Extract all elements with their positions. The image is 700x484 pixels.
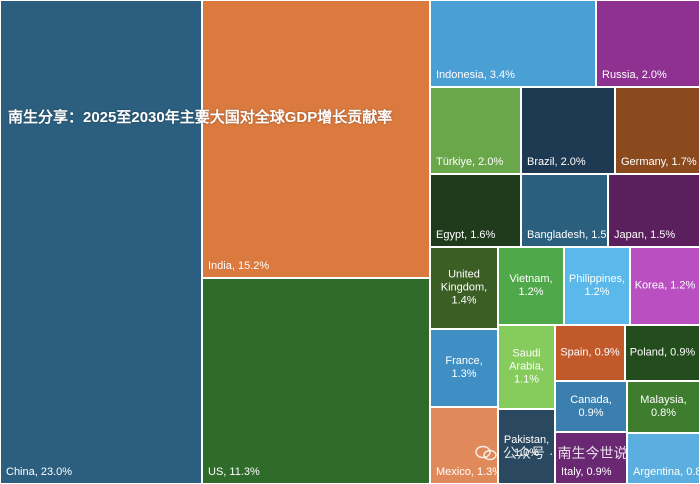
treemap-cell-philippines: Philippines, 1.2% bbox=[564, 247, 630, 325]
treemap-label-us: US, 11.3% bbox=[208, 466, 260, 478]
treemap-label-spain: Spain, 0.9% bbox=[560, 346, 620, 359]
treemap-cell-indonesia: Indonesia, 3.4% bbox=[430, 0, 596, 87]
treemap-cell-korea: Korea, 1.2% bbox=[630, 247, 700, 325]
treemap-label-philippines: Philippines, 1.2% bbox=[568, 273, 626, 298]
treemap-label-vietnam: Vietnam, 1.2% bbox=[509, 273, 553, 298]
treemap-label-poland: Poland, 0.9% bbox=[629, 346, 696, 359]
treemap-cell-malaysia: Malaysia, 0.8% bbox=[627, 381, 700, 433]
treemap-label-korea: Korea, 1.2% bbox=[634, 279, 696, 292]
treemap-label-china: China, 23.0% bbox=[6, 466, 73, 478]
treemap-cell-us: US, 11.3% bbox=[202, 278, 430, 484]
treemap-label-t-rkiye: Türkiye, 2.0% bbox=[436, 156, 504, 168]
treemap-cell-united-kingdom: United Kingdom, 1.4% bbox=[430, 247, 498, 329]
treemap-cell-bangladesh: Bangladesh, 1.5% bbox=[521, 174, 608, 247]
treemap-label-indonesia: Indonesia, 3.4% bbox=[436, 69, 515, 81]
treemap-label-mexico: Mexico, 1.3% bbox=[436, 466, 498, 478]
treemap-cell-saudi-arabia: Saudi Arabia, 1.1% bbox=[498, 325, 555, 409]
treemap-label-india: India, 15.2% bbox=[208, 260, 270, 272]
watermark: 公众号 · 南生今世说 bbox=[475, 443, 627, 463]
treemap-cell-canada: Canada, 0.9% bbox=[555, 381, 627, 432]
treemap-cell-argentina: Argentina, 0.8% bbox=[627, 433, 700, 484]
treemap-cell-india: India, 15.2% bbox=[202, 0, 430, 278]
treemap-cell-russia: Russia, 2.0% bbox=[596, 0, 700, 87]
treemap-cell-poland: Poland, 0.9% bbox=[625, 325, 700, 381]
treemap-cell-mexico: Mexico, 1.3% bbox=[430, 407, 498, 484]
treemap-cell-brazil: Brazil, 2.0% bbox=[521, 87, 615, 174]
treemap-label-canada: Canada, 0.9% bbox=[570, 393, 612, 419]
treemap-label-brazil: Brazil, 2.0% bbox=[527, 156, 586, 168]
treemap-label-bangladesh: Bangladesh, 1.5% bbox=[527, 229, 608, 241]
treemap-label-italy: Italy, 0.9% bbox=[561, 466, 612, 478]
treemap-label-united-kingdom: United Kingdom, 1.4% bbox=[440, 268, 488, 307]
treemap-label-malaysia: Malaysia, 0.8% bbox=[640, 394, 687, 419]
treemap-cell-japan: Japan, 1.5% bbox=[608, 174, 700, 247]
treemap-label-germany: Germany, 1.7% bbox=[621, 156, 697, 168]
wechat-logo-icon bbox=[475, 445, 497, 461]
treemap-cell-pakistan: Pakistan, 1.0% bbox=[498, 409, 555, 484]
treemap-cell-china: China, 23.0% bbox=[0, 0, 202, 484]
treemap-cell-vietnam: Vietnam, 1.2% bbox=[498, 247, 564, 325]
watermark-text: 公众号 · 南生今世说 bbox=[503, 445, 628, 461]
treemap-label-egypt: Egypt, 1.6% bbox=[436, 229, 496, 241]
treemap-cell-france: France, 1.3% bbox=[430, 329, 498, 407]
treemap-cell-egypt: Egypt, 1.6% bbox=[430, 174, 521, 247]
treemap-label-argentina: Argentina, 0.8% bbox=[633, 466, 699, 478]
treemap-cell-spain: Spain, 0.9% bbox=[555, 325, 625, 381]
treemap-cell-t-rkiye: Türkiye, 2.0% bbox=[430, 87, 521, 174]
treemap-cell-germany: Germany, 1.7% bbox=[615, 87, 700, 174]
treemap-label-france: France, 1.3% bbox=[445, 355, 483, 380]
treemap-label-japan: Japan, 1.5% bbox=[614, 229, 676, 241]
treemap-label-pakistan: Pakistan, 1.0% bbox=[503, 433, 550, 459]
treemap-label-russia: Russia, 2.0% bbox=[602, 69, 667, 81]
treemap-label-saudi-arabia: Saudi Arabia, 1.1% bbox=[509, 347, 544, 386]
chart-title: 南生分享：2025至2030年主要大国对全球GDP增长贡献率 bbox=[8, 109, 393, 126]
